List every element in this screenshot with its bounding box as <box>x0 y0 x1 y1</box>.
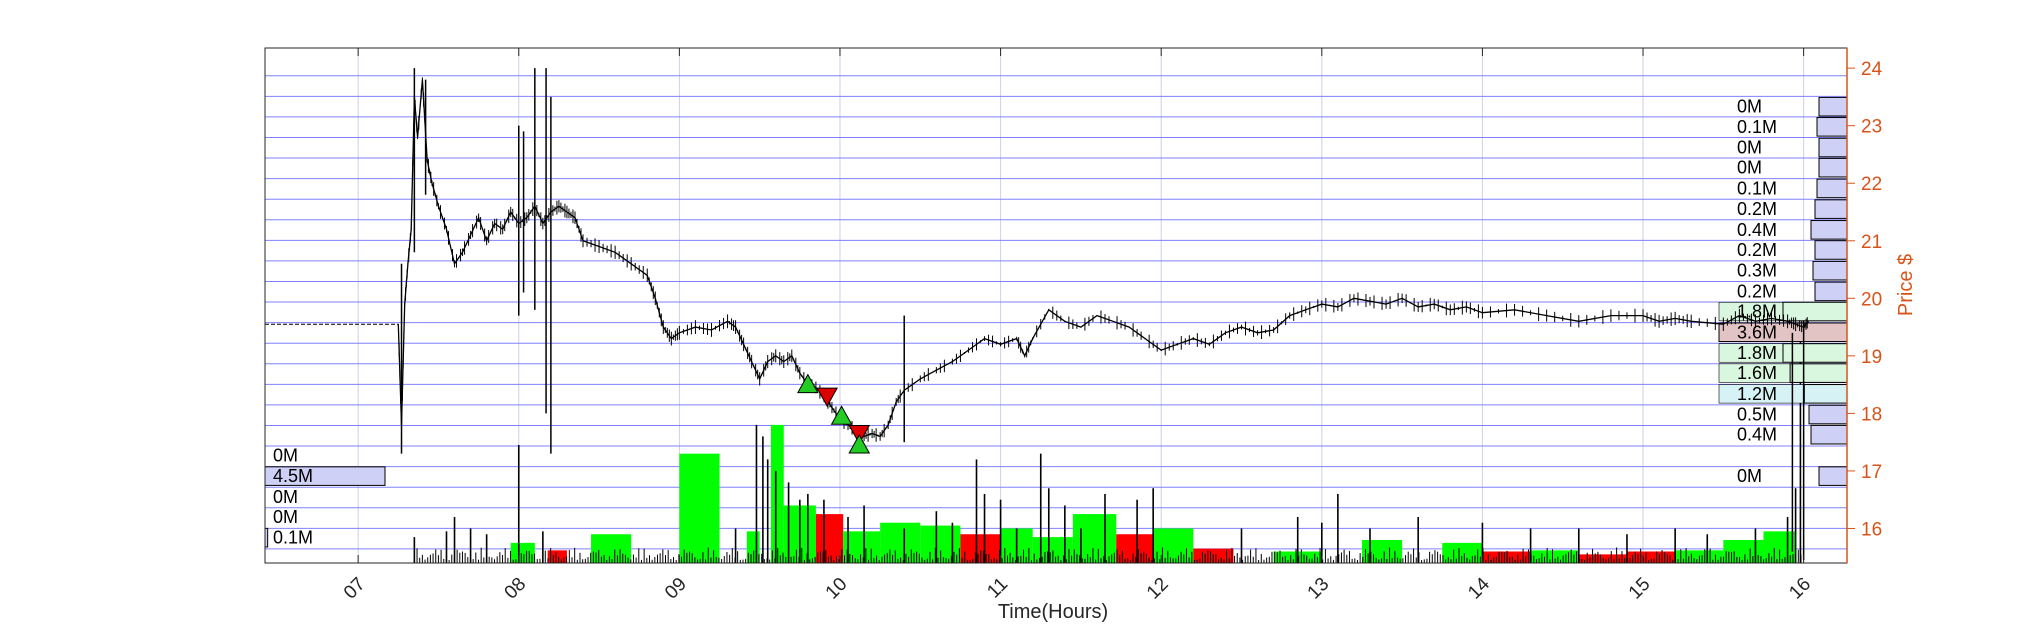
right-profile-label: 1.8M <box>1737 343 1777 363</box>
right-profile-bar <box>1814 199 1848 219</box>
left-profile-label: 0M <box>273 487 298 507</box>
x-axis-title: Time(Hours) <box>998 601 1108 623</box>
buy-volume-block <box>1361 539 1403 563</box>
axes <box>264 47 1848 564</box>
y-tick-label: 24 <box>1861 59 1883 80</box>
right-profile-bar <box>1789 363 1848 383</box>
sell-marker <box>816 387 838 408</box>
left-profile-label: 0M <box>273 507 298 527</box>
y-axis-title: Price $ <box>1895 254 1917 316</box>
right-profile-label: 0.1M <box>1737 117 1777 137</box>
right-profile-label: 0.4M <box>1737 220 1777 240</box>
y-tick-label: 16 <box>1861 519 1882 540</box>
buy-volume-block <box>1530 550 1579 563</box>
right-profile-bar <box>1812 260 1848 281</box>
right-profile-label: 0M <box>1737 466 1762 486</box>
buy-volume-block <box>1723 539 1764 563</box>
right-profile-bar <box>1803 384 1848 404</box>
sell-volume-block <box>1116 534 1154 563</box>
plot-area <box>265 48 1847 563</box>
right-profile-bar <box>1818 137 1848 158</box>
right-profile-bar <box>1782 301 1848 322</box>
right-profile-bar <box>1810 424 1848 445</box>
y-tick-label: 20 <box>1861 289 1882 310</box>
right-profile-label: 0.5M <box>1737 405 1777 425</box>
right-profile-label: 0.2M <box>1737 199 1777 219</box>
right-profile-bar <box>1810 220 1848 240</box>
right-profile-bar <box>1818 96 1848 117</box>
right-profile-label: 0.2M <box>1737 281 1777 301</box>
buy-marker <box>830 405 853 425</box>
y-tick-label: 17 <box>1861 462 1882 483</box>
right-profile-bar <box>1814 240 1848 260</box>
plot-background <box>265 48 1847 563</box>
left-profile-label: 0M <box>273 445 298 465</box>
right-profile-bar <box>1808 404 1848 425</box>
buy-volume-block <box>1153 528 1194 563</box>
right-profile-label: 0M <box>1737 97 1762 117</box>
buy-marker <box>797 373 819 394</box>
y-tick-label: 21 <box>1861 232 1882 253</box>
right-profile-label: 0.1M <box>1737 178 1777 198</box>
right-profile-label: 0.2M <box>1737 240 1777 260</box>
y-tick-label: 19 <box>1861 347 1882 368</box>
y-tick-label: 23 <box>1861 117 1882 138</box>
left-profile-label: 0.1M <box>273 528 313 548</box>
sell-volume-block <box>547 550 567 563</box>
sell-volume-block <box>1482 551 1531 563</box>
buy-volume-block <box>679 453 720 563</box>
right-profile-bar <box>1816 117 1848 137</box>
right-profile-bar <box>1814 281 1848 302</box>
buy-volume-block <box>770 424 784 563</box>
volume-spikes <box>413 338 1802 563</box>
price-level-gridlines <box>265 75 1847 550</box>
right-profile-label: 3.6M <box>1737 322 1777 342</box>
right-profile-label: 0.4M <box>1737 425 1777 445</box>
right-profile-label: 1.2M <box>1737 384 1777 404</box>
sell-volume-block <box>1626 551 1676 563</box>
price-series <box>265 68 1809 561</box>
right-profile-label: 0.3M <box>1737 261 1777 281</box>
y-tick-label: 22 <box>1861 174 1882 195</box>
buy-volume-block <box>591 534 632 563</box>
right-profile-bar <box>1818 157 1848 178</box>
right-profile-bar <box>1816 178 1848 199</box>
right-profile-label: 1.6M <box>1737 363 1777 383</box>
buy-marker <box>848 434 871 454</box>
left-profile-label: 4.5M <box>273 466 313 486</box>
trade-markers <box>797 373 871 454</box>
y-tick-label: 18 <box>1861 404 1882 425</box>
right-profile-label: 0M <box>1737 158 1762 178</box>
buy-volume-block <box>510 542 535 563</box>
right-profile-label: 0M <box>1737 138 1762 158</box>
y-tick-labels: 16 17 18 19 20 21 22 23 24 <box>1847 59 1883 540</box>
right-profile-bar <box>1818 466 1848 486</box>
buy-volume-block <box>1072 514 1117 563</box>
